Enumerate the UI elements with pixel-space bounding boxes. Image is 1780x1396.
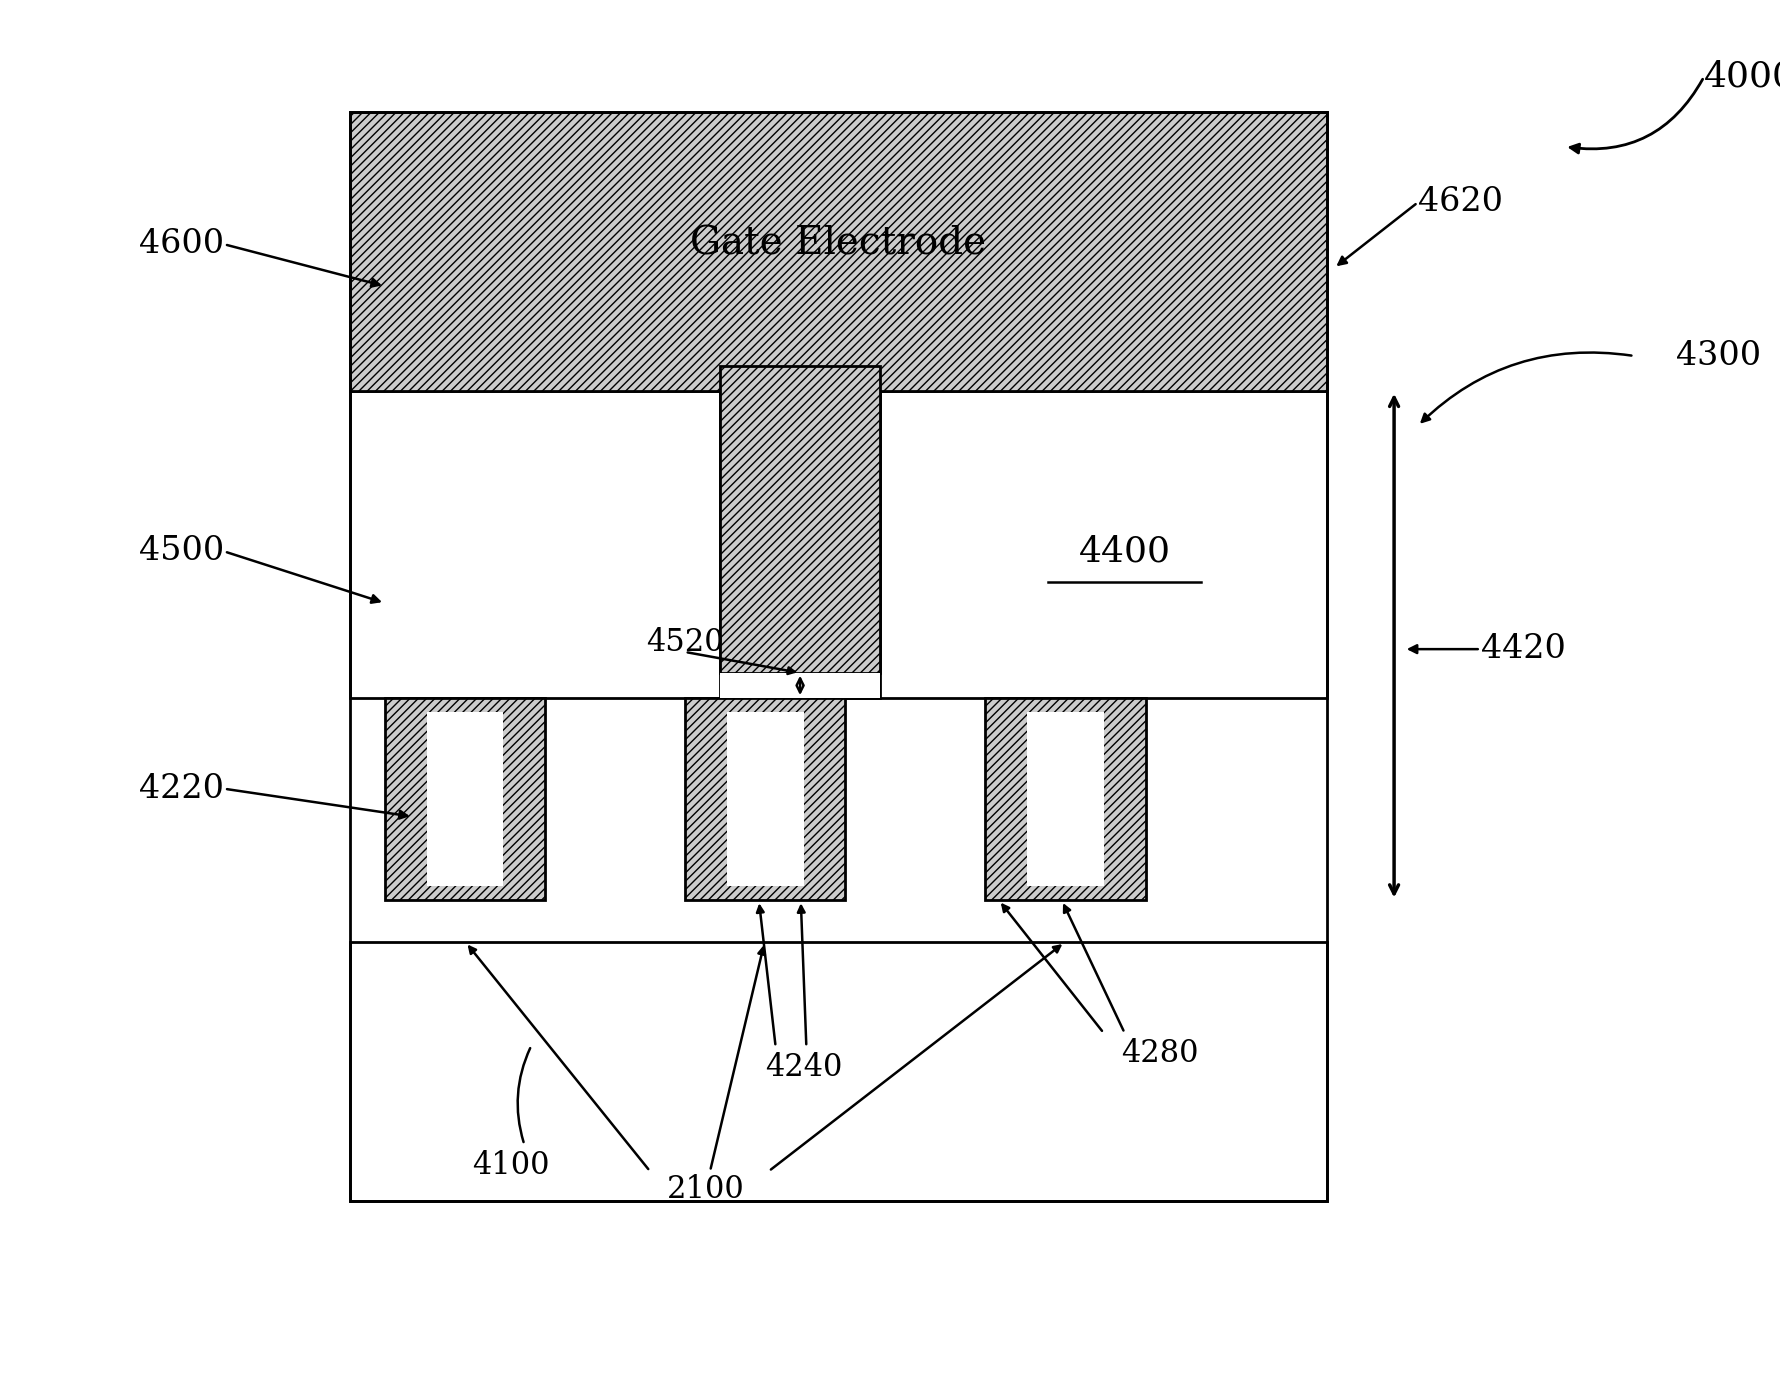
- Text: 4220: 4220: [139, 773, 224, 804]
- Bar: [351, 112, 1328, 1201]
- Bar: [984, 698, 1146, 900]
- Text: 4400: 4400: [1079, 535, 1171, 568]
- Bar: [351, 942, 1328, 1201]
- Bar: [351, 391, 1328, 698]
- Text: 4300: 4300: [1677, 341, 1760, 371]
- Bar: [427, 712, 504, 886]
- Bar: [719, 391, 881, 698]
- Text: 4520: 4520: [646, 627, 724, 658]
- Text: 4000: 4000: [1703, 60, 1780, 94]
- Text: 4240: 4240: [765, 1053, 842, 1083]
- Bar: [719, 673, 881, 698]
- Bar: [726, 712, 803, 886]
- Text: 4100: 4100: [472, 1150, 550, 1181]
- Text: 4600: 4600: [139, 229, 224, 260]
- Text: 4280: 4280: [1121, 1039, 1198, 1069]
- Text: 2100: 2100: [668, 1174, 744, 1205]
- Bar: [719, 366, 881, 673]
- Text: 4500: 4500: [139, 536, 224, 567]
- Bar: [351, 112, 1328, 391]
- Text: Gate Electrode: Gate Electrode: [691, 226, 986, 262]
- Bar: [1027, 712, 1104, 886]
- Text: 4620: 4620: [1419, 187, 1502, 218]
- Text: 4420: 4420: [1481, 634, 1566, 664]
- Bar: [384, 698, 545, 900]
- Bar: [685, 698, 846, 900]
